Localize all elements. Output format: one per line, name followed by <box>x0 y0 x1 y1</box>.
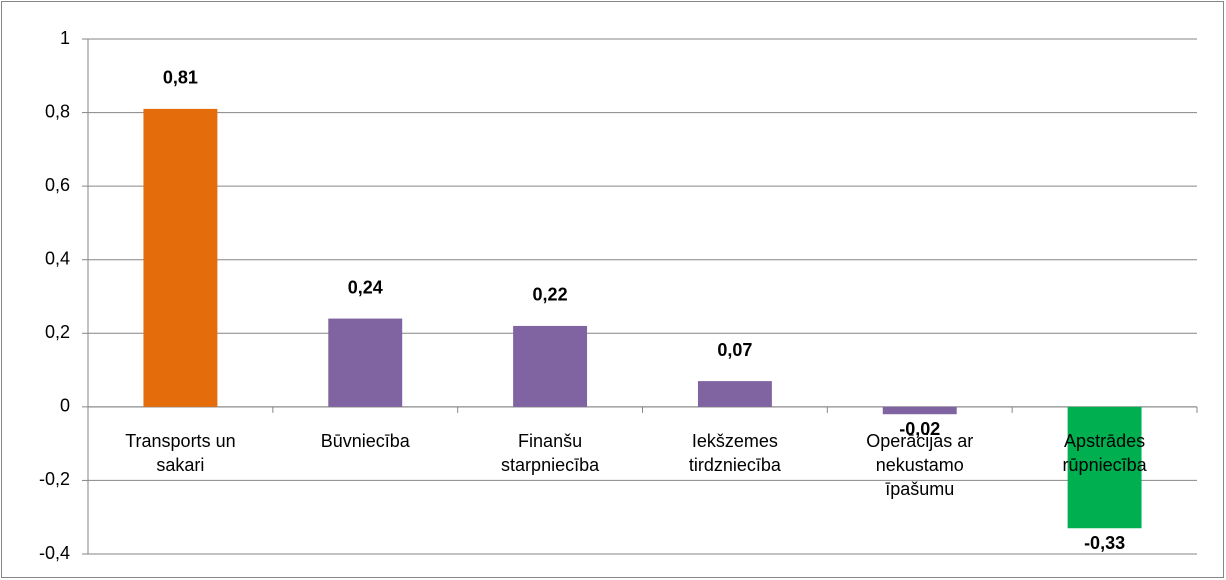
bar <box>882 406 957 415</box>
y-tick-label: -0,4 <box>39 543 70 563</box>
value-label: -0,02 <box>899 419 940 439</box>
x-tick-label: Operācijas ar nekustamo īpašumu <box>866 430 974 499</box>
bar <box>143 108 218 407</box>
x-tick-label: Apstrādes rūpniecība <box>1062 430 1147 475</box>
bar <box>328 318 403 407</box>
bar <box>1067 406 1142 529</box>
value-label: 0,24 <box>348 277 383 297</box>
y-tick-label: 0 <box>60 396 70 416</box>
value-label: 0,81 <box>163 68 198 88</box>
value-label: 0,07 <box>717 340 752 360</box>
y-tick-label: 0,8 <box>45 101 70 121</box>
bar <box>513 325 588 407</box>
y-tick-label: 1 <box>60 28 70 48</box>
y-tick-label: -0,2 <box>39 469 70 489</box>
x-tick-label: Transports un sakari <box>125 430 236 475</box>
value-label: -0,33 <box>1084 533 1125 553</box>
y-tick-label: 0,2 <box>45 322 70 342</box>
bar <box>697 381 772 407</box>
x-tick-label: Būvniecība <box>320 430 410 451</box>
value-label: 0,22 <box>533 285 568 305</box>
y-tick-label: 0,6 <box>45 175 70 195</box>
x-tick-label: Finanšu starpniecība <box>501 430 600 475</box>
y-tick-label: 0,4 <box>45 248 70 268</box>
x-tick-label: Iekšzemes tirdzniecība <box>688 430 781 475</box>
